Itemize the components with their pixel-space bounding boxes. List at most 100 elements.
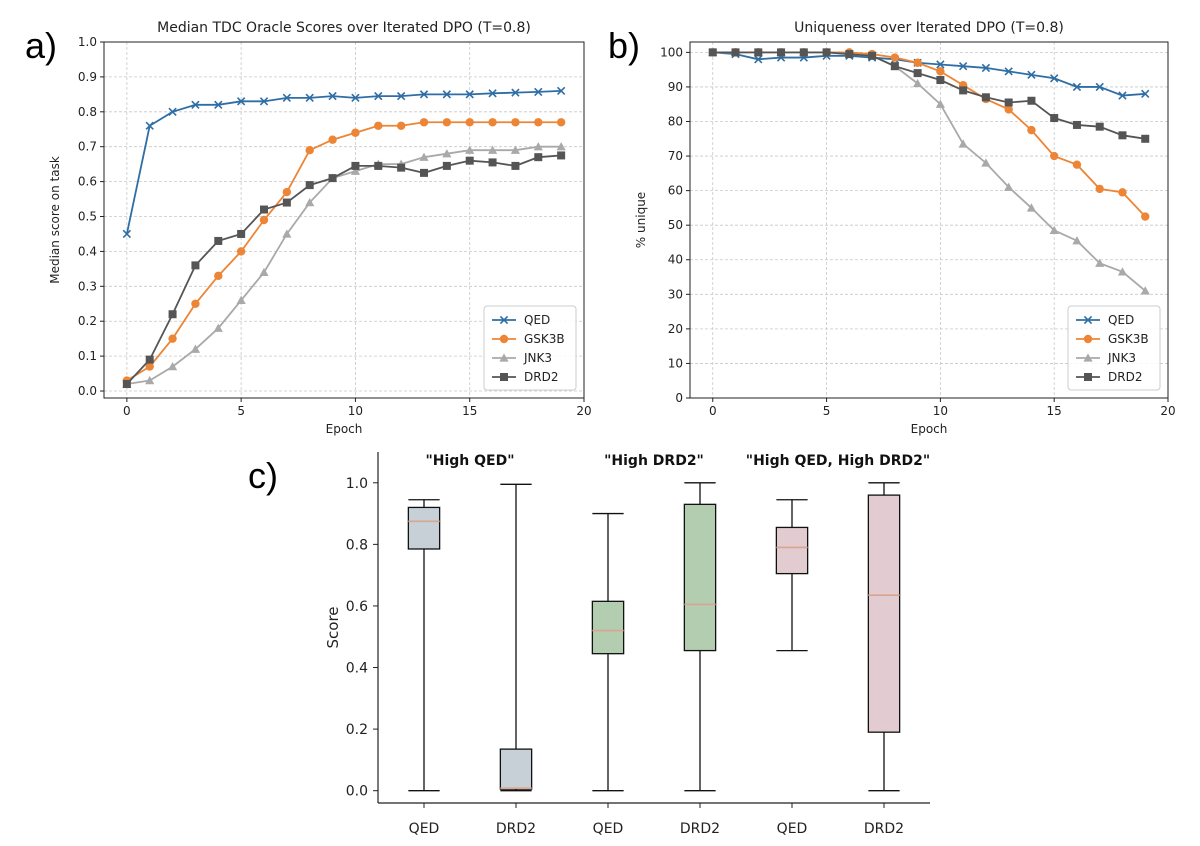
data-point: [1072, 236, 1082, 245]
y-tick-label: 0.8: [346, 537, 368, 553]
legend-box: [1067, 305, 1161, 391]
panel-label-b: b): [608, 25, 640, 66]
y-tick-label: 0.2: [78, 314, 97, 328]
data-point: [260, 205, 268, 214]
x-tick-label: 10: [348, 404, 363, 418]
legend-marker: [1083, 315, 1093, 325]
x-tick-label: 20: [1160, 404, 1175, 418]
data-point: [1072, 82, 1082, 92]
y-tick-label: 1.0: [78, 35, 97, 49]
data-point: [145, 121, 154, 130]
data-point: [1141, 212, 1150, 221]
data-point: [191, 100, 200, 109]
data-point: [1049, 225, 1059, 235]
data-point: [1004, 67, 1013, 76]
series-qed: [708, 48, 1150, 100]
data-point: [534, 153, 543, 162]
data-point: [511, 118, 520, 127]
data-point: [351, 128, 360, 137]
y-tick-label: 20: [668, 322, 683, 336]
x-tick-label: DRD2: [864, 821, 904, 837]
y-axis-label: Median score on task: [48, 156, 62, 284]
data-point: [122, 380, 131, 389]
panel-label-c: c): [248, 455, 278, 496]
data-point: [754, 55, 763, 64]
data-point: [1049, 151, 1059, 161]
data-point: [282, 93, 292, 103]
data-point: [214, 236, 223, 245]
series-line: [125, 89, 562, 235]
data-point: [191, 261, 200, 270]
data-point: [1118, 131, 1127, 140]
iqr-box: [407, 506, 441, 550]
data-point: [374, 161, 383, 170]
y-tick-label: 0.4: [346, 661, 368, 677]
data-point: [936, 76, 945, 85]
y-tick-label: 0.0: [78, 384, 97, 398]
data-point: [442, 161, 451, 170]
y-tick-label: 50: [668, 218, 683, 232]
box-drd2-group-2: [867, 482, 901, 792]
data-point: [374, 91, 383, 101]
data-point: [913, 58, 922, 67]
data-point: [168, 310, 177, 319]
data-point: [731, 48, 740, 57]
plot-frame: [103, 41, 585, 399]
iqr-box: [775, 526, 809, 575]
data-point: [981, 63, 991, 73]
x-tick-label: 10: [933, 404, 948, 418]
data-point: [168, 334, 177, 343]
data-point: [487, 145, 498, 154]
data-point: [328, 135, 337, 144]
data-point: [305, 93, 314, 103]
data-point: [935, 99, 945, 108]
data-point: [442, 90, 452, 99]
box-qed-group-1: [591, 512, 625, 792]
data-point: [1118, 188, 1127, 197]
data-point: [259, 215, 269, 225]
data-point: [328, 174, 337, 183]
y-tick-label: 30: [668, 287, 683, 301]
x-tick-label: 20: [576, 404, 591, 418]
data-point: [1117, 267, 1128, 276]
data-point: [259, 97, 269, 106]
data-point: [1095, 258, 1105, 267]
data-point: [1141, 134, 1150, 143]
data-point: [214, 100, 223, 109]
data-point: [1027, 70, 1036, 80]
x-tick-label: 0: [123, 404, 131, 418]
y-tick-label: 40: [668, 253, 683, 267]
data-point: [145, 362, 154, 371]
plot-frame: [689, 41, 1169, 399]
y-tick-label: 80: [668, 114, 683, 128]
data-point: [465, 156, 474, 165]
data-point: [374, 121, 383, 130]
legend-label: JNK3: [523, 351, 552, 365]
data-point: [913, 78, 923, 88]
legend-marker: [500, 373, 508, 381]
y-axis-label: % unique: [634, 192, 648, 248]
data-point: [145, 375, 155, 385]
data-point: [397, 163, 406, 172]
data-point: [1140, 286, 1150, 295]
data-point: [168, 107, 177, 116]
data-point: [1027, 125, 1036, 135]
data-point: [145, 355, 154, 364]
legend-marker: [499, 315, 509, 325]
box-drd2-group-0: [499, 483, 533, 792]
data-point: [1095, 122, 1104, 131]
chart-b-uniqueness: 0 5 10 15 20 0 10 20 30 40 50 60 70 80 90 100 Uniqueness…: [634, 20, 1176, 436]
group-title: "High QED, High DRD2": [746, 453, 930, 469]
y-tick-label: 0.0: [346, 784, 368, 800]
data-point: [981, 93, 990, 102]
legend: QED GSK3B JNK3 DRD2: [1067, 305, 1161, 391]
data-point: [557, 151, 566, 160]
series-gsk3b: [708, 48, 1150, 221]
data-point: [1072, 120, 1081, 129]
data-point: [236, 97, 246, 106]
data-point: [282, 187, 292, 197]
data-point: [890, 62, 899, 71]
data-point: [708, 48, 717, 57]
y-tick-label: 0.1: [78, 349, 97, 363]
data-point: [488, 89, 497, 98]
